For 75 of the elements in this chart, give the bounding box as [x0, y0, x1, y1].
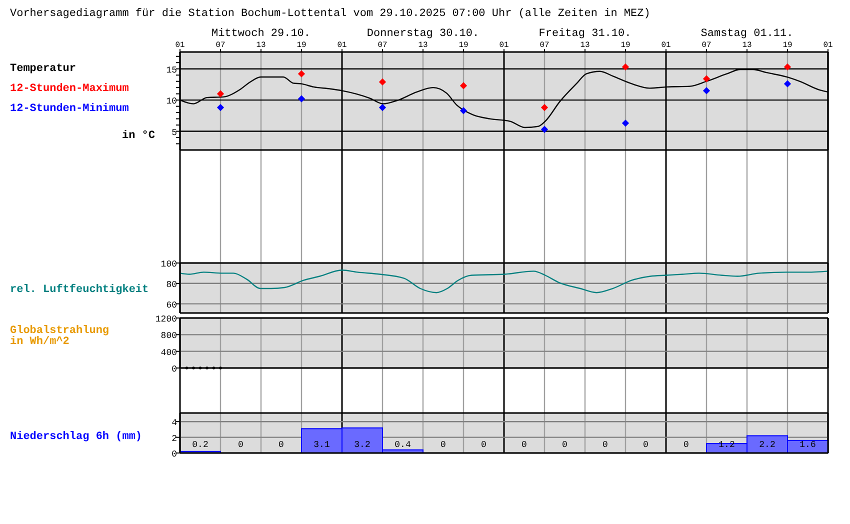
y-axis-title: Niederschlag 6h (mm): [10, 431, 142, 443]
x-tick-label: 07: [702, 41, 712, 50]
y-axis-title: in °C: [122, 130, 156, 142]
y-tick-label: 0: [172, 364, 177, 374]
data-label: 0.4: [394, 440, 411, 450]
point: [622, 120, 629, 127]
data-label: 0: [278, 440, 284, 450]
y-tick-label: 60: [166, 300, 177, 310]
point: [298, 70, 305, 78]
data-label: 0: [602, 440, 608, 450]
data-label: 3.2: [354, 440, 370, 450]
y-tick-label: 800: [160, 331, 177, 342]
data-label: 0.2: [192, 440, 208, 450]
y-tick-label: 80: [166, 280, 177, 290]
x-tick-label: 01: [823, 41, 833, 50]
y-tick-label: 400: [160, 348, 177, 358]
y-tick-label: 15: [166, 65, 177, 76]
x-tick-label: 13: [580, 41, 590, 50]
point: [541, 104, 548, 111]
point: [784, 80, 791, 88]
y-tick-label: 1200: [155, 314, 177, 324]
data-label: 0: [522, 440, 527, 450]
y-tick-label: 4: [172, 418, 177, 428]
y-tick-label: 0: [172, 450, 177, 460]
x-tick-label: 19: [296, 41, 306, 50]
y-axis-title: Globalstrahlung in Wh/m^2: [10, 325, 110, 348]
x-tick-label: 01: [661, 41, 671, 50]
text: 12-Stunden-Minimum: [10, 103, 130, 115]
x-tick-label: 19: [782, 41, 792, 50]
y-tick-label: 2: [172, 434, 177, 444]
x-tick-label: 13: [256, 41, 266, 50]
y-axis-title: rel. Luftfeuchtigkeit: [10, 283, 149, 296]
x-tick-label: 07: [216, 41, 226, 50]
point: [622, 64, 629, 70]
data-label: 0: [238, 440, 244, 450]
data-label: 1.6: [800, 440, 816, 450]
text: Mittwoch 29.10.: [211, 28, 311, 40]
x-tick-label: 07: [540, 41, 550, 50]
point: [298, 95, 305, 102]
x-tick-label: 19: [620, 41, 630, 50]
chart-title: Vorhersagediagramm für die Station Bochum-Lottental vom 29.10.2025 07:00 Uhr (alle Zeiten in MEZ): [10, 8, 650, 20]
point: [217, 90, 224, 98]
x-tick-label: 07: [378, 41, 388, 50]
line-series: [179, 270, 829, 294]
point: [217, 104, 224, 111]
x-tick-label: 13: [742, 41, 752, 50]
data-label: 1.2: [718, 440, 735, 450]
x-tick-label: 01: [175, 41, 185, 50]
point: [379, 104, 386, 111]
y-tick-label: 5: [172, 128, 177, 138]
y-tick-label: 100: [160, 260, 177, 270]
x-tick-label: 13: [418, 41, 428, 50]
text: Temperatur: [10, 63, 76, 75]
data-label: 3.1: [314, 440, 330, 450]
point: [784, 64, 791, 70]
data-label: 2.2: [759, 440, 776, 450]
point: [460, 82, 467, 90]
text: Freitag 31.10.: [538, 28, 632, 40]
text: 12-Stunden-Maximum: [10, 83, 130, 95]
data-label: 0: [562, 440, 568, 450]
x-tick-label: 01: [337, 41, 347, 50]
point: [703, 87, 710, 94]
data-label: 0: [481, 440, 486, 450]
x-tick-label: 19: [458, 41, 468, 50]
data-label: 0: [643, 440, 648, 450]
data-label: 0: [684, 440, 689, 450]
point: [379, 78, 386, 86]
text: Samstag 01.11.: [700, 28, 794, 40]
data-label: 0: [440, 440, 446, 450]
x-tick-label: 01: [499, 41, 509, 50]
point: [703, 75, 710, 82]
text: Donnerstag 30.10.: [366, 28, 480, 40]
point: [460, 107, 467, 114]
y-tick-label: 10: [166, 96, 177, 107]
point: [541, 126, 548, 133]
